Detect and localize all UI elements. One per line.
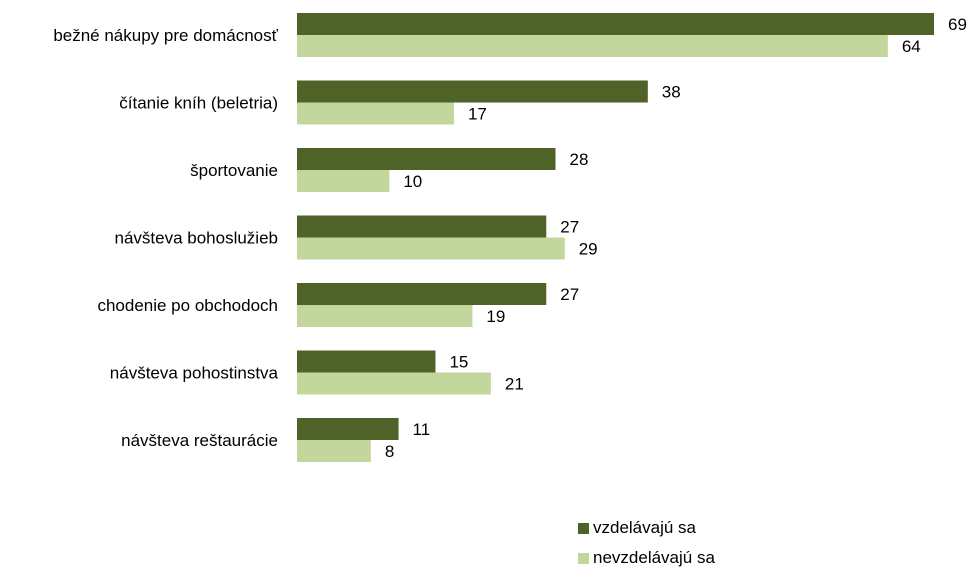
data-label: 8 xyxy=(385,442,394,461)
legend-swatch xyxy=(578,522,589,534)
bar-series-0 xyxy=(297,13,934,35)
category-label: chodenie po obchodoch xyxy=(97,296,278,315)
bar-series-0 xyxy=(297,148,556,170)
legend-item-series-0: vzdelávajú sa xyxy=(578,513,715,543)
data-label: 15 xyxy=(449,353,468,372)
bar-series-1 xyxy=(297,170,390,192)
data-label: 29 xyxy=(579,240,598,259)
category-label: bežné nákupy pre domácnosť xyxy=(53,26,278,45)
legend-label: vzdelávajú sa xyxy=(593,518,697,537)
data-label: 38 xyxy=(662,83,681,102)
bar-series-1 xyxy=(297,305,473,327)
legend-label: nevzdelávajú sa xyxy=(593,548,715,567)
bar-series-1 xyxy=(297,372,491,395)
data-label: 27 xyxy=(560,218,579,237)
data-label: 17 xyxy=(468,105,487,124)
category-label: športovanie xyxy=(190,161,278,180)
bar-series-1 xyxy=(297,102,454,125)
bar-series-0 xyxy=(297,418,399,440)
data-label: 21 xyxy=(505,375,524,394)
data-label: 19 xyxy=(486,307,505,326)
bar-series-1 xyxy=(297,237,565,260)
data-label: 64 xyxy=(902,37,921,56)
category-label: návšteva bohoslužieb xyxy=(114,229,278,248)
data-label: 11 xyxy=(413,420,431,439)
category-label: návšteva pohostinstva xyxy=(110,364,279,383)
category-label: čítanie kníh (beletria) xyxy=(119,94,278,113)
labels-layer: bežné nákupy pre domácnosť 69 64 čítanie kn… xyxy=(53,15,967,461)
data-label: 27 xyxy=(560,285,579,304)
data-label: 28 xyxy=(569,150,588,169)
category-label: návšteva reštaurácie xyxy=(121,431,278,450)
bar-chart: bežné nákupy pre domácnosť 69 64 čítanie kn… xyxy=(53,13,967,462)
legend-item-series-1: nevzdelávajú sa xyxy=(578,543,715,573)
legend-swatch xyxy=(578,552,589,564)
bars-layer xyxy=(297,13,934,462)
bar-series-0 xyxy=(297,350,436,373)
bar-series-1 xyxy=(297,35,888,57)
bar-series-0 xyxy=(297,215,547,238)
bar-series-0 xyxy=(297,283,547,305)
data-label: 69 xyxy=(948,15,967,34)
data-label: 10 xyxy=(403,172,422,191)
legend: vzdelávajú sa nevzdelávajú sa xyxy=(578,513,715,573)
bar-series-1 xyxy=(297,440,371,462)
bar-series-0 xyxy=(297,80,648,103)
